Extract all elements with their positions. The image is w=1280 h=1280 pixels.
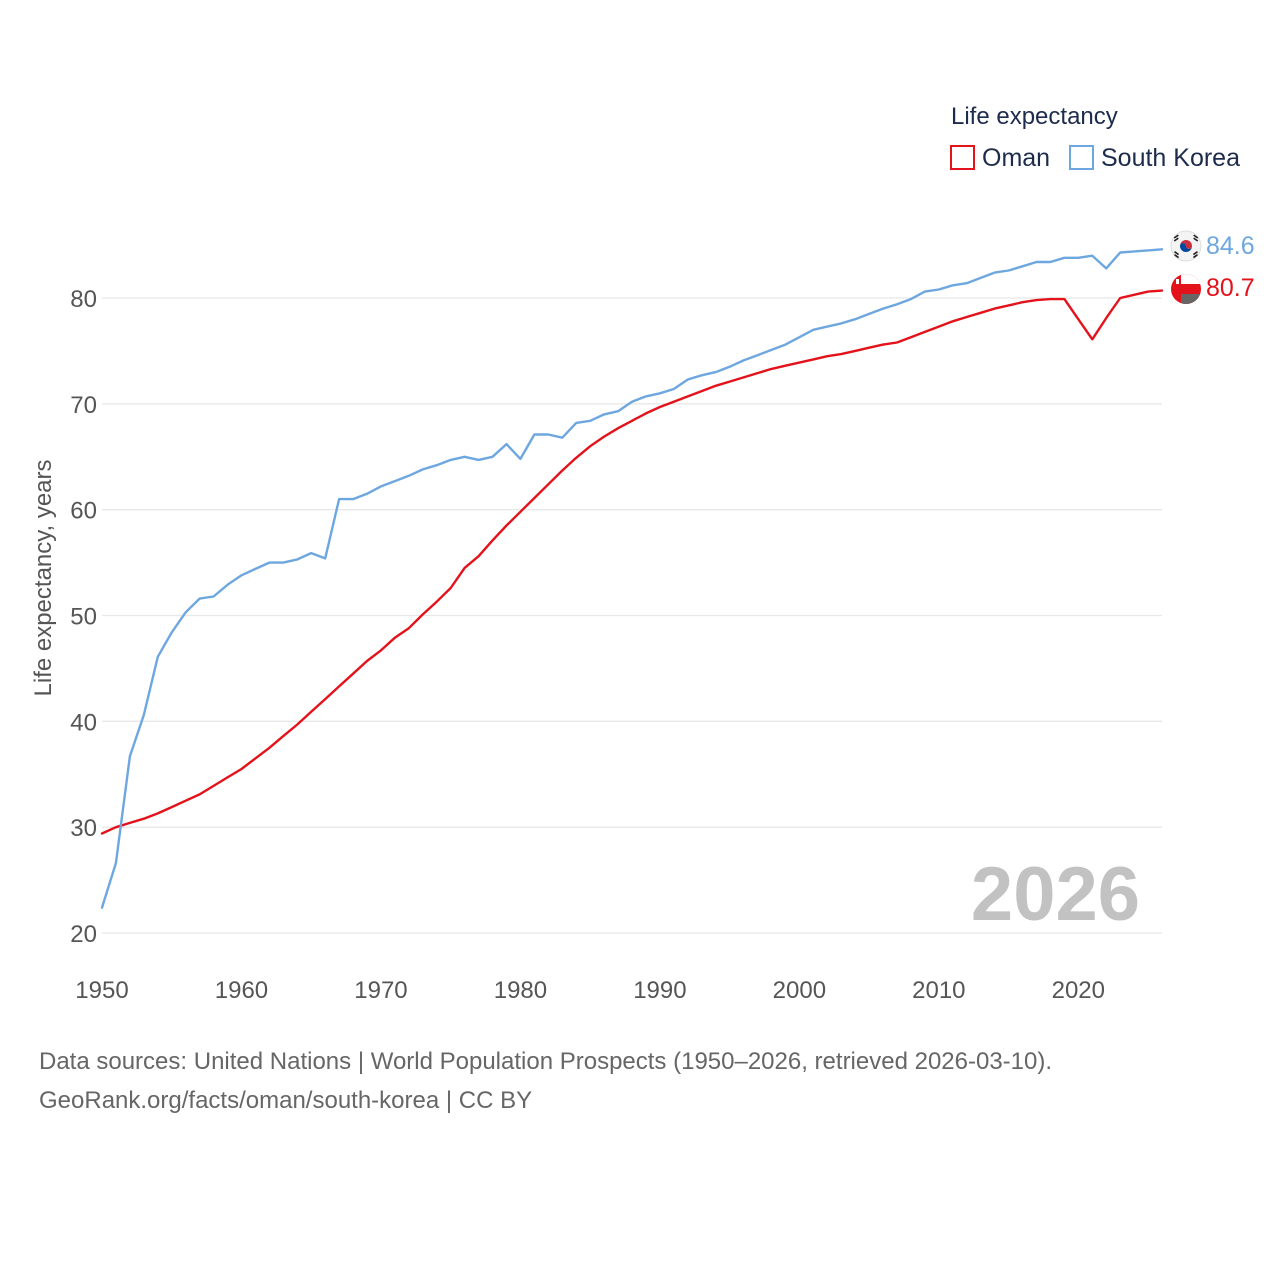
series-line-oman[interactable] bbox=[100, 289, 1164, 835]
x-tick-label-1960: 1960 bbox=[215, 977, 268, 1004]
grid-lines bbox=[102, 297, 1162, 934]
y-axis-title: Life expectancy, years bbox=[30, 459, 57, 696]
legend: Life expectancy Oman South Korea bbox=[950, 103, 1240, 172]
south-korea-flag-icon bbox=[1170, 230, 1202, 262]
end-label-oman: 80.7 bbox=[1206, 274, 1255, 302]
y-tick-label-70: 70 bbox=[70, 392, 97, 419]
series-lines bbox=[100, 248, 1164, 909]
x-axis-ticks: 1950 1960 1970 1980 1990 2000 2010 2020 bbox=[75, 977, 1105, 1004]
legend-swatch-oman bbox=[950, 145, 975, 170]
x-tick-label-1970: 1970 bbox=[354, 977, 407, 1004]
source-line-1: Data sources: United Nations | World Pop… bbox=[39, 1048, 1052, 1075]
x-tick-label-2010: 2010 bbox=[912, 977, 965, 1004]
y-tick-label-30: 30 bbox=[70, 815, 97, 842]
x-tick-label-2000: 2000 bbox=[773, 977, 826, 1004]
legend-swatch-south-korea bbox=[1069, 145, 1094, 170]
y-axis-ticks: 20 30 40 50 60 70 80 bbox=[70, 286, 97, 948]
year-overlay: 2026 bbox=[971, 852, 1140, 937]
end-label-south-korea: 84.6 bbox=[1206, 232, 1255, 260]
legend-label-south-korea: South Korea bbox=[1101, 144, 1240, 172]
legend-title: Life expectancy bbox=[951, 103, 1118, 130]
y-tick-label-80: 80 bbox=[70, 286, 97, 313]
oman-flag-icon bbox=[1171, 274, 1201, 304]
legend-item-south-korea[interactable]: South Korea bbox=[1069, 144, 1240, 172]
source-line-2[interactable]: GeoRank.org/facts/oman/south-korea | CC … bbox=[39, 1087, 532, 1114]
x-tick-label-2020: 2020 bbox=[1052, 977, 1105, 1004]
y-tick-label-20: 20 bbox=[70, 921, 97, 948]
y-tick-label-60: 60 bbox=[70, 498, 97, 525]
legend-label-oman: Oman bbox=[982, 144, 1050, 172]
y-tick-label-40: 40 bbox=[70, 709, 97, 736]
x-tick-label-1990: 1990 bbox=[633, 977, 686, 1004]
x-tick-label-1980: 1980 bbox=[494, 977, 547, 1004]
legend-item-oman[interactable]: Oman bbox=[950, 144, 1050, 172]
series-line-south-korea[interactable] bbox=[100, 248, 1164, 909]
y-tick-label-50: 50 bbox=[70, 604, 97, 631]
x-tick-label-1950: 1950 bbox=[75, 977, 128, 1004]
